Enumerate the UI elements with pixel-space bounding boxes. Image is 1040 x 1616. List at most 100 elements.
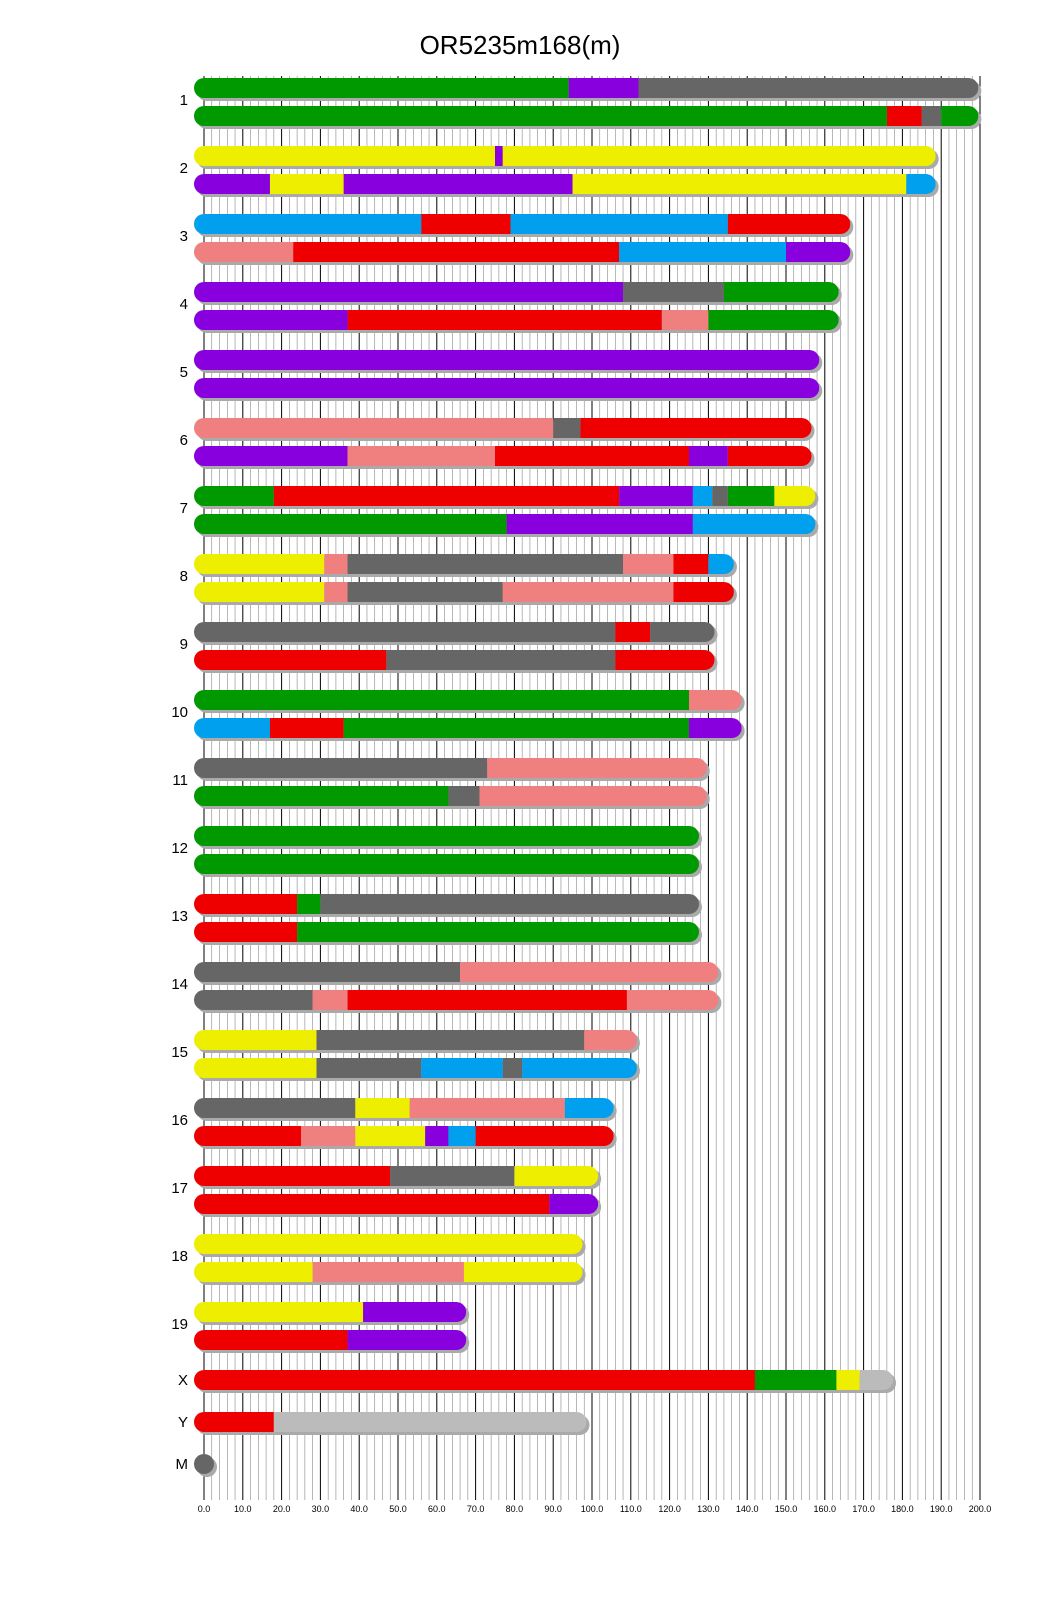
chromosome-label: 9: [180, 636, 188, 653]
segment-red: [194, 1126, 301, 1146]
segment-green: [343, 718, 689, 738]
segment-purple: [506, 514, 693, 534]
segment-darkgray: [386, 650, 616, 670]
haplotype-bar: [194, 1330, 467, 1350]
x-tick-label: 70.0: [467, 1504, 485, 1514]
chart-title: OR5235m168(m): [419, 30, 621, 60]
segment-blue: [448, 1126, 476, 1146]
segment-yellow: [463, 1262, 583, 1282]
segment-green: [194, 690, 689, 710]
segment-red: [293, 242, 620, 262]
segment-green: [297, 922, 699, 942]
segment-darkgray: [638, 78, 979, 98]
segment-darkgray: [502, 1058, 523, 1078]
haplotype-bar: [194, 1194, 599, 1214]
segment-purple: [425, 1126, 449, 1146]
chromosome-label: 4: [180, 296, 188, 313]
haplotype-bar: [194, 1058, 637, 1078]
haplotype-bar: [194, 1030, 637, 1050]
segment-yellow: [194, 1262, 313, 1282]
segment-yellow: [572, 174, 907, 194]
chromosome-label: 13: [171, 908, 188, 925]
segment-darkgray: [650, 622, 715, 642]
chromosome-label: 11: [172, 772, 188, 789]
segment-darkgray: [347, 582, 503, 602]
segment-yellow: [355, 1126, 426, 1146]
segment-purple: [495, 146, 503, 166]
chromosome-label: 15: [171, 1044, 188, 1061]
haplotype-bar: [194, 990, 719, 1010]
segment-blue: [421, 1058, 503, 1078]
segment-red: [347, 990, 627, 1010]
segment-red: [886, 106, 922, 126]
segment-lightgray: [859, 1370, 893, 1390]
segment-darkgray: [316, 1058, 422, 1078]
segment-purple: [343, 174, 573, 194]
segment-green: [194, 786, 449, 806]
x-tick-label: 170.0: [852, 1504, 875, 1514]
segment-red: [673, 582, 734, 602]
chromosome-label: 19: [171, 1316, 188, 1333]
segment-red: [194, 1166, 391, 1186]
segment-red: [194, 894, 298, 914]
segment-red: [194, 650, 387, 670]
segment-purple: [194, 378, 820, 398]
haplotype-bar: [194, 418, 812, 438]
chromosome-label: 18: [171, 1248, 188, 1265]
x-tick-label: 140.0: [736, 1504, 759, 1514]
segment-darkgray: [320, 894, 699, 914]
chromosome-label: M: [176, 1456, 189, 1473]
segment-red: [615, 650, 715, 670]
segment-red: [194, 1330, 348, 1350]
segment-pink: [502, 582, 674, 602]
segment-pink: [626, 990, 719, 1010]
haplotype-bar: [194, 146, 936, 166]
x-tick-label: 110.0: [620, 1504, 642, 1514]
segment-yellow: [194, 554, 325, 574]
chromosome-label: 7: [180, 500, 188, 517]
segment-green: [754, 1370, 837, 1390]
segment-darkgray: [347, 554, 624, 574]
chromosome-label: 17: [171, 1180, 188, 1197]
x-tick-label: 20.0: [273, 1504, 291, 1514]
segment-blue: [708, 554, 734, 574]
x-tick-label: 190.0: [930, 1504, 953, 1514]
segment-darkgray: [921, 106, 942, 126]
haplotype-bar: [194, 622, 715, 642]
x-tick-label: 50.0: [389, 1504, 407, 1514]
segment-blue: [692, 486, 713, 506]
segment-green: [194, 826, 699, 846]
segment-green: [941, 106, 979, 126]
segment-purple: [568, 78, 639, 98]
segment-green: [194, 486, 274, 506]
segment-red: [269, 718, 344, 738]
chromosome-label: 6: [180, 432, 188, 449]
segment-darkgray: [194, 1454, 214, 1474]
haplotype-bar: [194, 1370, 893, 1390]
segment-darkgray: [448, 786, 480, 806]
segment-darkgray: [194, 622, 616, 642]
segment-darkgray: [194, 962, 461, 982]
segment-darkgray: [194, 758, 488, 778]
chromosome-label: 12: [171, 840, 188, 857]
chromosome-label: 5: [180, 364, 188, 381]
segment-blue: [692, 514, 816, 534]
segment-green: [723, 282, 839, 302]
segment-purple: [363, 1302, 467, 1322]
x-tick-label: 90.0: [544, 1504, 562, 1514]
haplotype-bar: [194, 894, 699, 914]
segment-yellow: [194, 1302, 364, 1322]
x-tick-label: 30.0: [312, 1504, 330, 1514]
segment-green: [297, 894, 321, 914]
haplotype-bar: [194, 514, 816, 534]
haplotype-bar: [194, 106, 979, 126]
segment-purple: [689, 718, 742, 738]
chromosome-label: X: [178, 1372, 188, 1389]
segment-blue: [564, 1098, 614, 1118]
segment-green: [194, 78, 569, 98]
segment-blue: [522, 1058, 637, 1078]
segment-green: [727, 486, 775, 506]
chromosome-label: 1: [180, 92, 188, 109]
x-tick-label: 40.0: [350, 1504, 368, 1514]
segment-pink: [661, 310, 709, 330]
